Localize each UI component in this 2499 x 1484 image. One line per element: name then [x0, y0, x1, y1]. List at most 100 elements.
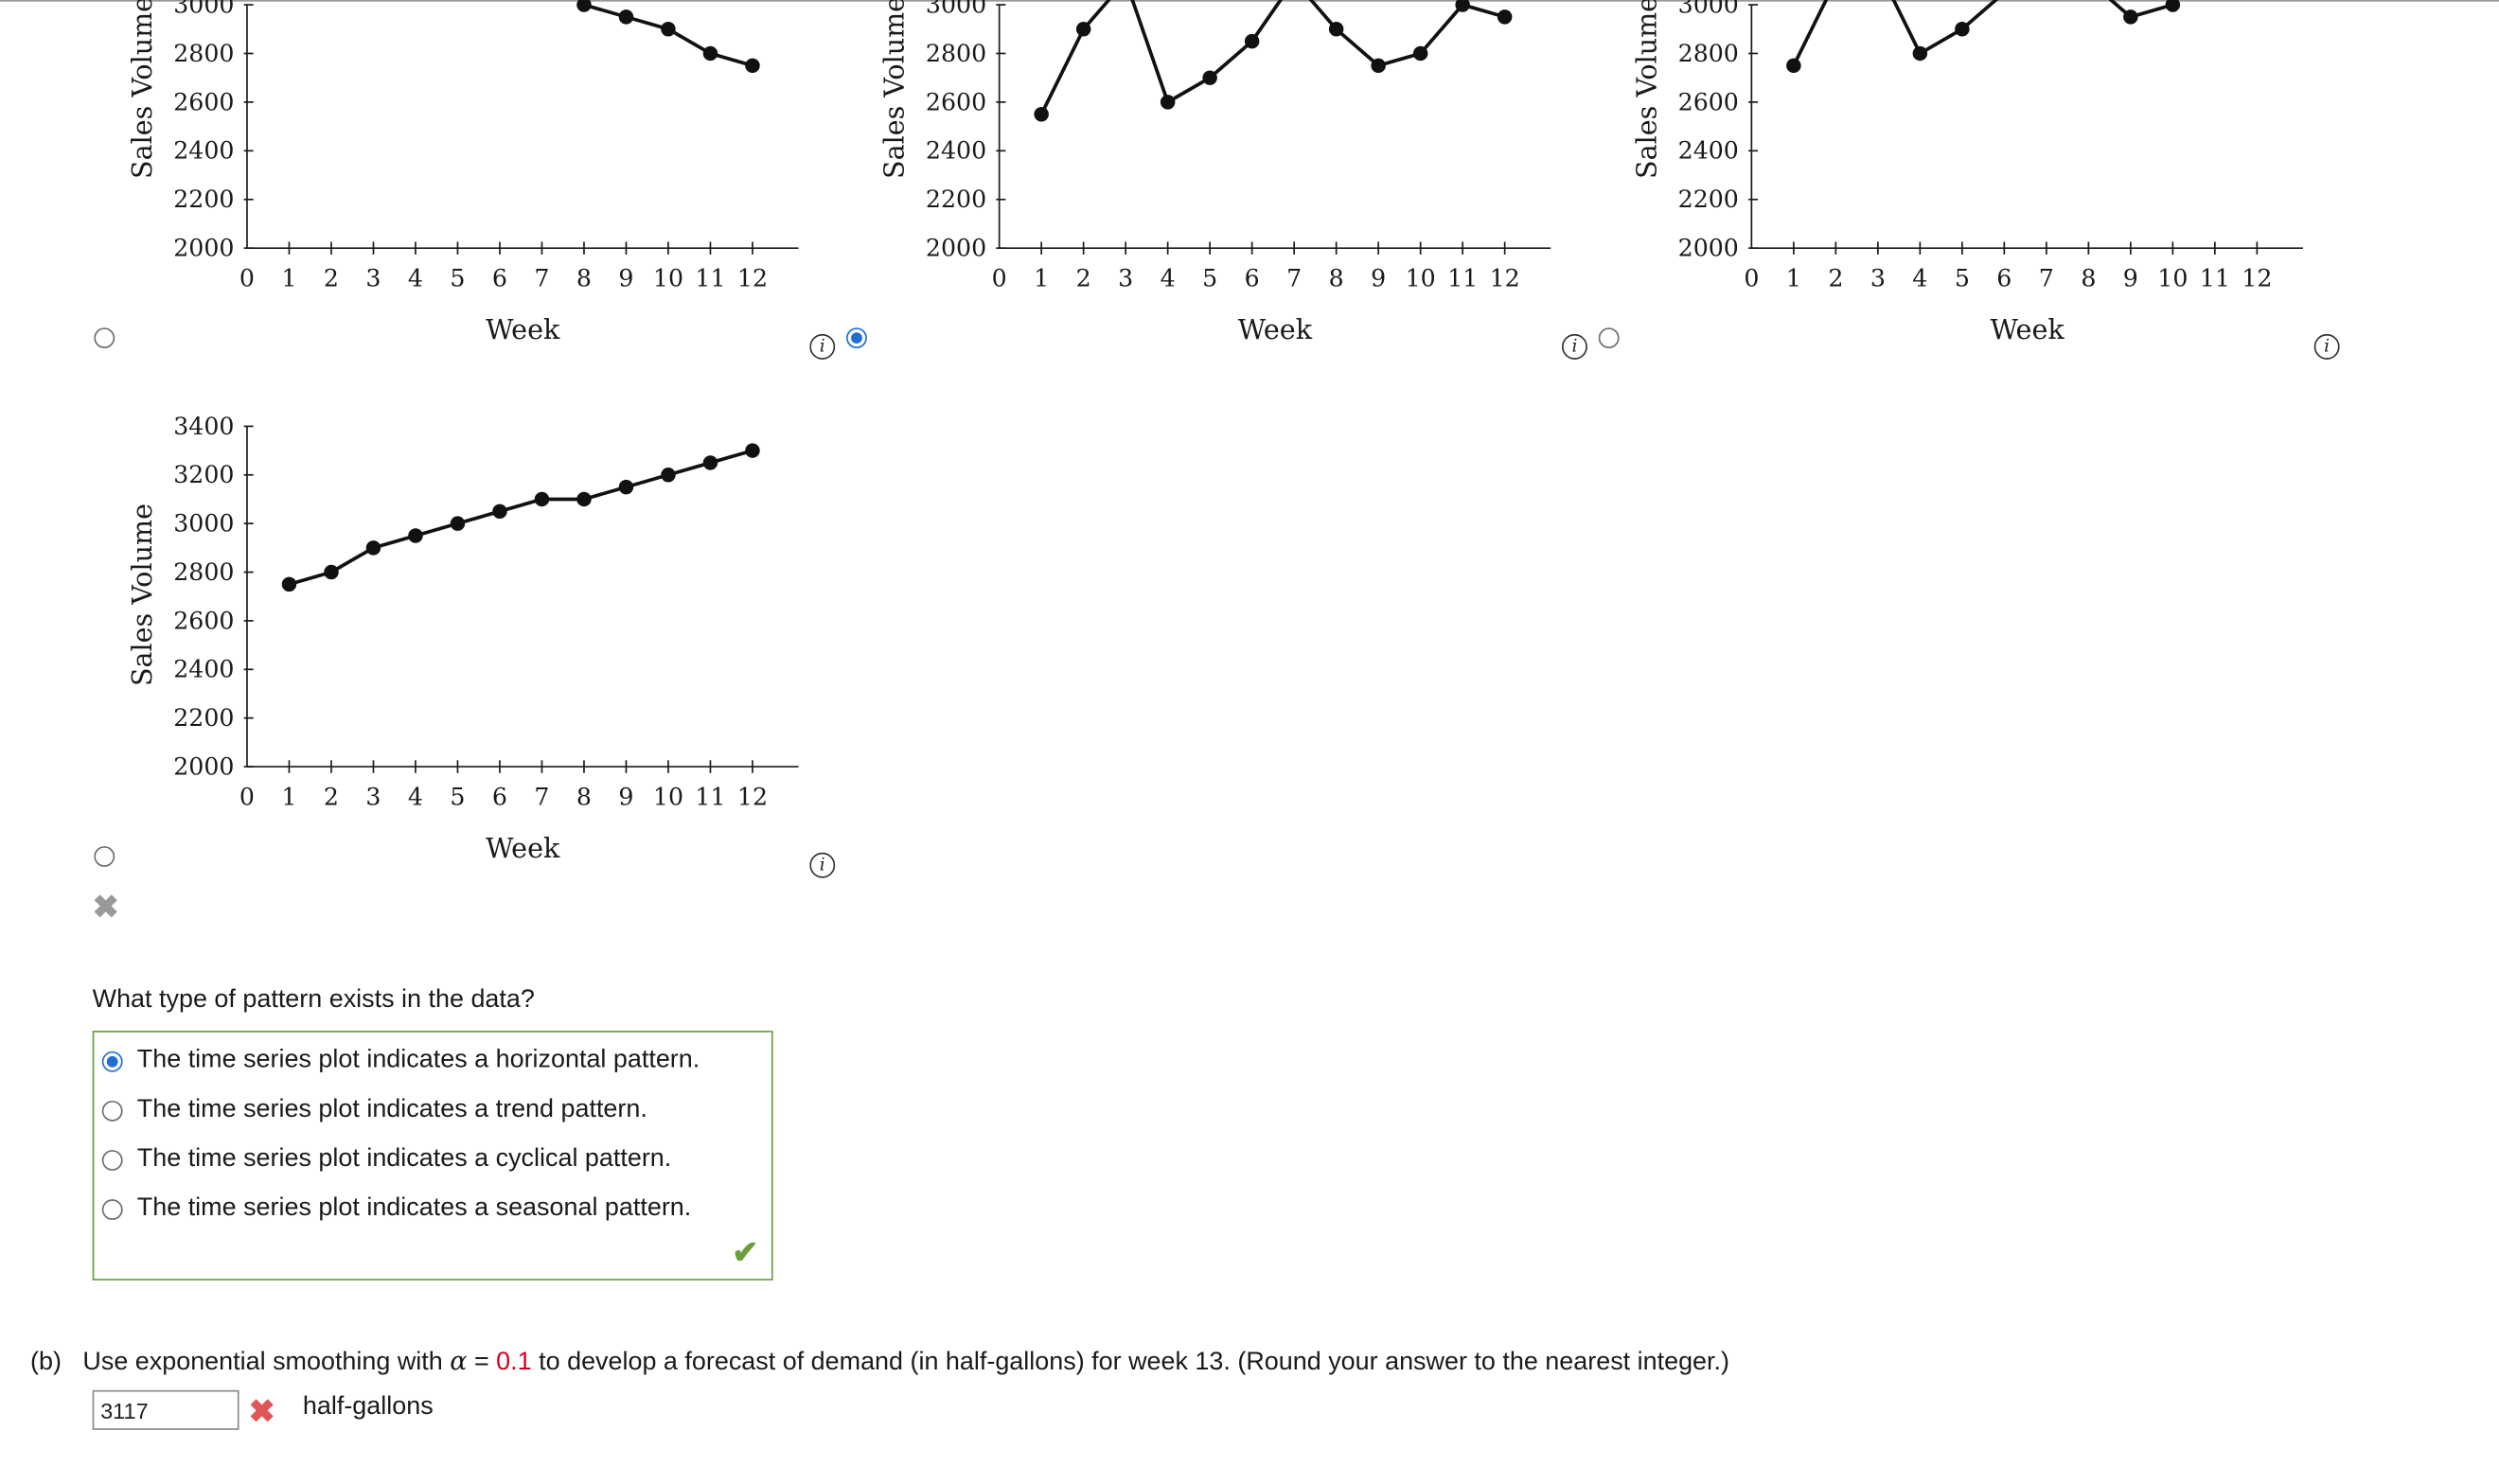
x-tick-label: 8 [576, 265, 592, 292]
x-tick-label: 12 [2242, 265, 2272, 292]
y-tick-label: 3000 [173, 0, 234, 18]
y-tick-label: 2600 [173, 607, 234, 634]
chart-option-3-radio[interactable] [1598, 327, 1620, 349]
choice-cyclical[interactable]: The time series plot indicates a cyclica… [101, 1142, 672, 1177]
y-axis-label: Sales Volume [1630, 0, 1662, 179]
y-tick-label: 2000 [926, 235, 986, 262]
x-tick-label: 1 [281, 783, 296, 810]
x-axis-label: Week [486, 832, 560, 864]
x-tick-label: 11 [695, 783, 725, 810]
y-tick-label: 3400 [173, 413, 234, 440]
x-tick-label: 2 [324, 265, 339, 292]
data-point [1160, 95, 1176, 110]
data-point [618, 479, 634, 495]
data-point [1371, 58, 1386, 74]
x-tick-label: 7 [534, 265, 549, 292]
chart-option-1: 0 1 2 3 4 5 6 7 8 9 10 11 12200022002400260028003000… [126, 0, 799, 345]
data-point [492, 504, 507, 520]
data-point [661, 22, 676, 37]
x-tick-label: 4 [408, 265, 423, 292]
info-icon[interactable]: i [2313, 333, 2340, 360]
x-axis-label: Week [1990, 313, 2065, 345]
data-point [1202, 70, 1217, 85]
part-b-text-before: Use exponential smoothing with [82, 1349, 443, 1376]
choice-seasonal-radio[interactable] [101, 1198, 123, 1220]
x-tick-label: 1 [1034, 265, 1049, 292]
info-icon[interactable]: i [809, 852, 836, 878]
x-tick-label: 8 [576, 783, 592, 810]
y-tick-label: 2400 [1678, 137, 1739, 165]
y-tick-label: 2000 [173, 235, 234, 262]
choice-seasonal[interactable]: The time series plot indicates a seasona… [101, 1192, 692, 1227]
chart-option-2-radio[interactable] [846, 327, 867, 349]
x-tick-label: 7 [534, 783, 549, 810]
alpha-symbol: α [450, 1345, 468, 1376]
x-tick-label: 3 [1118, 265, 1133, 292]
x-tick-label: 2 [1076, 265, 1091, 292]
x-mark-icon: ✖ [92, 891, 119, 927]
y-tick-label: 2600 [173, 88, 234, 115]
question-text: What type of pattern exists in the data? [92, 985, 535, 1014]
data-point [702, 455, 718, 470]
data-point [576, 0, 592, 12]
x-tick-label: 0 [239, 265, 255, 292]
data-point [1328, 22, 1344, 37]
alpha-value: 0.1 [496, 1349, 532, 1376]
y-tick-label: 2800 [1678, 40, 1739, 67]
x-tick-label: 10 [653, 783, 683, 810]
choice-trend-radio[interactable] [101, 1100, 123, 1121]
data-point [1075, 22, 1091, 37]
chart-option-2: 0 1 2 3 4 5 6 7 8 9 10 11 12200022002400260028003000… [878, 0, 1551, 345]
x-tick-label: 2 [324, 783, 339, 810]
x-axis-label: Week [1238, 313, 1313, 345]
choice-cyclical-label: The time series plot indicates a cyclica… [136, 1145, 672, 1173]
x-tick-label: 5 [1202, 265, 1217, 292]
data-point [1034, 107, 1049, 122]
series-group [576, 0, 760, 74]
x-tick-label: 0 [992, 265, 1007, 292]
x-tick-label: 3 [365, 265, 381, 292]
x-tick-label: 2 [1828, 265, 1843, 292]
x-tick-label: 1 [1786, 265, 1801, 292]
x-tick-label: 11 [1447, 265, 1478, 292]
data-point [534, 491, 550, 507]
data-point [1244, 33, 1260, 49]
data-point [702, 45, 718, 62]
chart-option-1-radio[interactable] [94, 327, 115, 349]
data-point [576, 491, 592, 507]
choice-horizontal-radio[interactable] [101, 1051, 123, 1071]
x-tick-label: 11 [2200, 265, 2230, 292]
y-tick-label: 2000 [173, 752, 234, 780]
forecast-answer-input[interactable] [92, 1389, 239, 1430]
data-point [281, 576, 297, 592]
part-b-label: (b) [29, 1349, 62, 1376]
x-tick-label: 4 [408, 783, 423, 810]
x-tick-label: 6 [1996, 265, 2012, 292]
data-point [450, 516, 466, 531]
data-point [1412, 45, 1428, 62]
y-tick-label: 2000 [1678, 235, 1739, 262]
choice-trend[interactable]: The time series plot indicates a trend p… [101, 1093, 647, 1128]
info-icon[interactable]: i [809, 333, 836, 360]
x-tick-label: 9 [2123, 265, 2138, 292]
y-tick-label: 3000 [1678, 0, 1739, 18]
y-tick-label: 2600 [1678, 88, 1739, 115]
data-point [661, 468, 676, 483]
x-tick-label: 10 [2157, 265, 2188, 292]
x-tick-label: 7 [1286, 265, 1302, 292]
x-tick-label: 11 [695, 265, 725, 292]
y-tick-label: 2800 [926, 40, 986, 67]
x-tick-label: 6 [492, 783, 507, 810]
x-tick-label: 10 [1406, 265, 1436, 292]
x-axis-label: Week [486, 313, 560, 345]
y-tick-label: 3200 [173, 461, 234, 488]
x-tick-label: 1 [281, 265, 296, 292]
x-tick-label: 12 [1490, 265, 1520, 292]
choice-cyclical-radio[interactable] [101, 1149, 123, 1171]
info-icon[interactable]: i [1561, 333, 1587, 360]
y-axis-label: Sales Volume [126, 504, 158, 686]
choice-horizontal[interactable]: The time series plot indicates a horizon… [101, 1043, 700, 1078]
data-point [1497, 9, 1513, 25]
chart-option-4-radio[interactable] [94, 846, 115, 867]
